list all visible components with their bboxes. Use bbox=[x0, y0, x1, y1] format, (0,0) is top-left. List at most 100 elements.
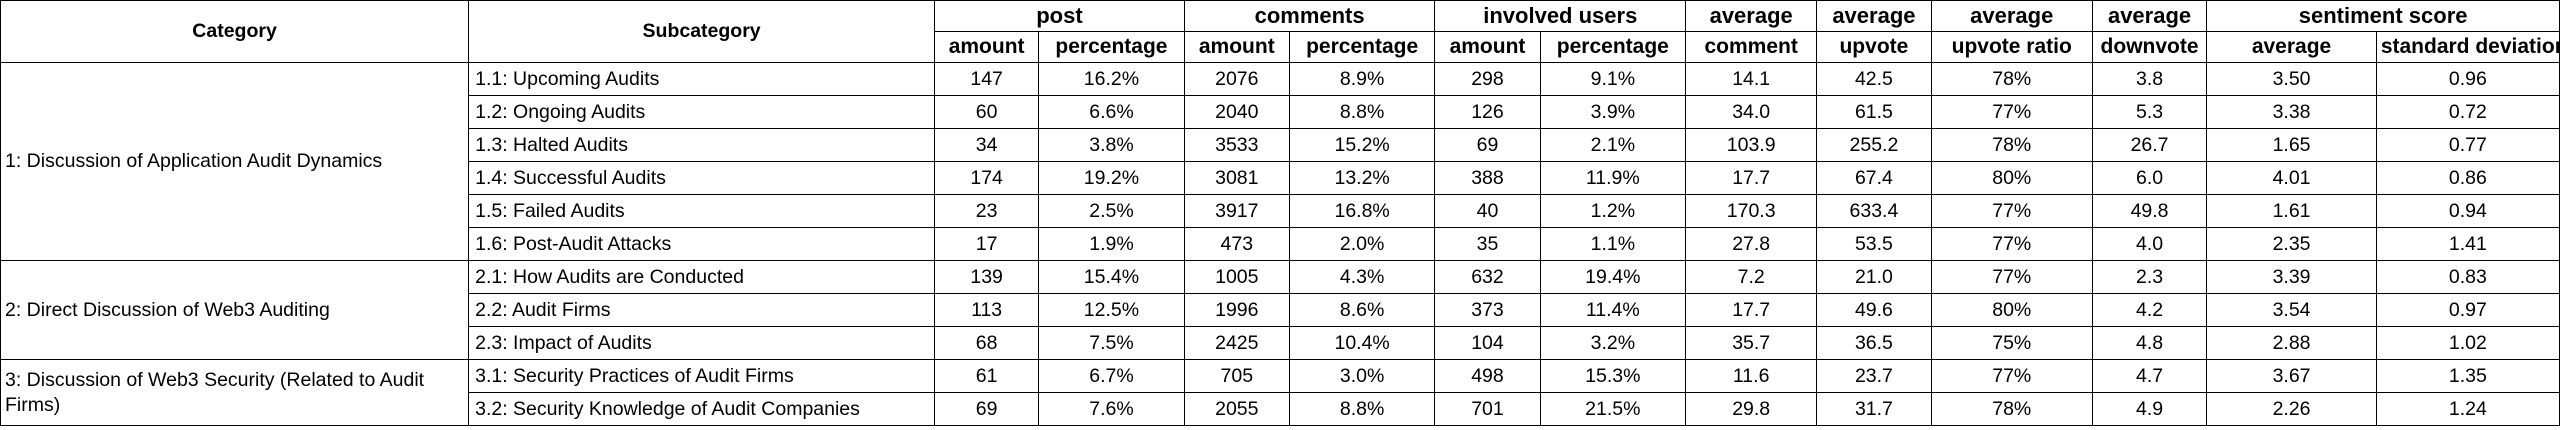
category-cell: 3: Discussion of Web3 Security (Related … bbox=[0, 359, 470, 426]
post-amount-cell: 17 bbox=[934, 227, 1040, 261]
comments-percentage-cell: 8.9% bbox=[1288, 62, 1436, 96]
header-average-comment: comment bbox=[1685, 31, 1818, 63]
post-amount-cell: 113 bbox=[934, 293, 1040, 327]
header-post: post bbox=[934, 0, 1185, 32]
subcategory-cell: 1.1: Upcoming Audits bbox=[468, 62, 936, 96]
sentiment-std-cell: 1.24 bbox=[2375, 392, 2560, 426]
post-amount-cell: 60 bbox=[934, 95, 1040, 129]
comments-percentage-cell: 8.8% bbox=[1288, 95, 1436, 129]
sentiment-std-cell: 0.86 bbox=[2375, 161, 2560, 195]
average-downvote-cell: 4.8 bbox=[2091, 326, 2208, 360]
table-row: 1: Discussion of Application Audit Dynam… bbox=[0, 62, 2560, 261]
header-average-upvote-ratio-top: average bbox=[1930, 0, 2093, 32]
average-downvote-cell: 3.8 bbox=[2091, 62, 2208, 96]
average-upvote-cell: 36.5 bbox=[1816, 326, 1932, 360]
average-comment-cell: 27.8 bbox=[1685, 227, 1818, 261]
users-amount-cell: 498 bbox=[1434, 359, 1541, 393]
average-comment-cell: 170.3 bbox=[1685, 194, 1818, 228]
post-percentage-cell: 7.5% bbox=[1038, 326, 1185, 360]
post-amount-cell: 139 bbox=[934, 260, 1040, 294]
sentiment-average-cell: 1.61 bbox=[2206, 194, 2377, 228]
comments-amount-cell: 3533 bbox=[1183, 128, 1290, 162]
table-row: 2.2: Audit Firms 113 12.5% 1996 8.6% 373 11.4%… bbox=[1, 293, 2560, 327]
average-downvote-cell: 4.7 bbox=[2091, 359, 2208, 393]
average-upvote-cell: 21.0 bbox=[1816, 260, 1932, 294]
average-comment-cell: 103.9 bbox=[1685, 128, 1818, 162]
sentiment-average-cell: 2.88 bbox=[2206, 326, 2377, 360]
average-upvote-ratio-cell: 77% bbox=[1930, 260, 2093, 294]
post-amount-cell: 61 bbox=[934, 359, 1040, 393]
users-amount-cell: 373 bbox=[1434, 293, 1541, 327]
sentiment-average-cell: 3.54 bbox=[2206, 293, 2377, 327]
table-row: 1.4: Successful Audits 174 19.2% 3081 13.2% 3… bbox=[1, 161, 2560, 195]
post-percentage-cell: 2.5% bbox=[1038, 194, 1185, 228]
comments-amount-cell: 1005 bbox=[1183, 260, 1290, 294]
average-downvote-cell: 4.2 bbox=[2091, 293, 2208, 327]
sentiment-std-cell: 0.72 bbox=[2375, 95, 2560, 129]
comments-percentage-cell: 10.4% bbox=[1288, 326, 1436, 360]
sentiment-std-cell: 0.97 bbox=[2375, 293, 2560, 327]
subcategory-cell: 1.3: Halted Audits bbox=[468, 128, 936, 162]
users-amount-cell: 632 bbox=[1434, 260, 1541, 294]
comments-percentage-cell: 16.8% bbox=[1288, 194, 1436, 228]
sentiment-std-cell: 1.35 bbox=[2375, 359, 2560, 393]
post-percentage-cell: 7.6% bbox=[1038, 392, 1185, 426]
header-average-upvote: upvote bbox=[1816, 31, 1932, 63]
table-body: 1: Discussion of Application Audit Dynam… bbox=[0, 62, 2560, 426]
users-amount-cell: 35 bbox=[1434, 227, 1541, 261]
comments-percentage-cell: 15.2% bbox=[1288, 128, 1436, 162]
category-cell: 1: Discussion of Application Audit Dynam… bbox=[0, 62, 470, 261]
post-percentage-cell: 12.5% bbox=[1038, 293, 1185, 327]
header-average-upvote-ratio: upvote ratio bbox=[1930, 31, 2093, 63]
average-upvote-cell: 49.6 bbox=[1816, 293, 1932, 327]
average-comment-cell: 11.6 bbox=[1685, 359, 1818, 393]
comments-amount-cell: 3081 bbox=[1183, 161, 1290, 195]
comments-amount-cell: 705 bbox=[1183, 359, 1290, 393]
sentiment-average-cell: 2.26 bbox=[2206, 392, 2377, 426]
average-downvote-cell: 26.7 bbox=[2091, 128, 2208, 162]
average-comment-cell: 7.2 bbox=[1685, 260, 1818, 294]
average-upvote-cell: 23.7 bbox=[1816, 359, 1932, 393]
average-upvote-ratio-cell: 77% bbox=[1930, 95, 2093, 129]
average-downvote-cell: 6.0 bbox=[2091, 161, 2208, 195]
table-row: 2.3: Impact of Audits 68 7.5% 2425 10.4% 104 3… bbox=[1, 326, 2560, 360]
comments-amount-cell: 2040 bbox=[1183, 95, 1290, 129]
post-percentage-cell: 15.4% bbox=[1038, 260, 1185, 294]
sentiment-std-cell: 1.02 bbox=[2375, 326, 2560, 360]
users-amount-cell: 40 bbox=[1434, 194, 1541, 228]
sentiment-average-cell: 3.38 bbox=[2206, 95, 2377, 129]
subcategory-cell: 3.1: Security Practices of Audit Firms bbox=[468, 359, 936, 393]
average-upvote-ratio-cell: 77% bbox=[1930, 359, 2093, 393]
header-comments: comments bbox=[1183, 0, 1436, 32]
average-downvote-cell: 4.0 bbox=[2091, 227, 2208, 261]
users-amount-cell: 126 bbox=[1434, 95, 1541, 129]
comments-percentage-cell: 2.0% bbox=[1288, 227, 1436, 261]
average-upvote-cell: 67.4 bbox=[1816, 161, 1932, 195]
header-post-amount: amount bbox=[934, 31, 1040, 63]
average-comment-cell: 17.7 bbox=[1685, 161, 1818, 195]
average-comment-cell: 35.7 bbox=[1685, 326, 1818, 360]
comments-percentage-cell: 8.6% bbox=[1288, 293, 1436, 327]
sentiment-average-cell: 4.01 bbox=[2206, 161, 2377, 195]
table-row: 3.2: Security Knowledge of Audit Compani… bbox=[1, 392, 2560, 426]
table-row: 1.2: Ongoing Audits 60 6.6% 2040 8.8% 126 3.9%… bbox=[1, 95, 2560, 129]
average-upvote-ratio-cell: 77% bbox=[1930, 194, 2093, 228]
header-category: Category bbox=[0, 0, 470, 63]
post-amount-cell: 174 bbox=[934, 161, 1040, 195]
users-percentage-cell: 1.1% bbox=[1539, 227, 1687, 261]
sentiment-std-cell: 1.41 bbox=[2375, 227, 2560, 261]
header-average-downvote: downvote bbox=[2091, 31, 2208, 63]
header-involved-users: involved users bbox=[1434, 0, 1687, 32]
average-comment-cell: 14.1 bbox=[1685, 62, 1818, 96]
average-upvote-ratio-cell: 80% bbox=[1930, 161, 2093, 195]
average-comment-cell: 17.7 bbox=[1685, 293, 1818, 327]
users-percentage-cell: 15.3% bbox=[1539, 359, 1687, 393]
sentiment-average-cell: 1.65 bbox=[2206, 128, 2377, 162]
sentiment-std-cell: 0.96 bbox=[2375, 62, 2560, 96]
users-percentage-cell: 11.4% bbox=[1539, 293, 1687, 327]
header-sentiment-score: sentiment score bbox=[2206, 0, 2560, 32]
sentiment-std-cell: 0.83 bbox=[2375, 260, 2560, 294]
subcategory-cell: 3.2: Security Knowledge of Audit Compani… bbox=[468, 392, 936, 426]
average-upvote-cell: 31.7 bbox=[1816, 392, 1932, 426]
